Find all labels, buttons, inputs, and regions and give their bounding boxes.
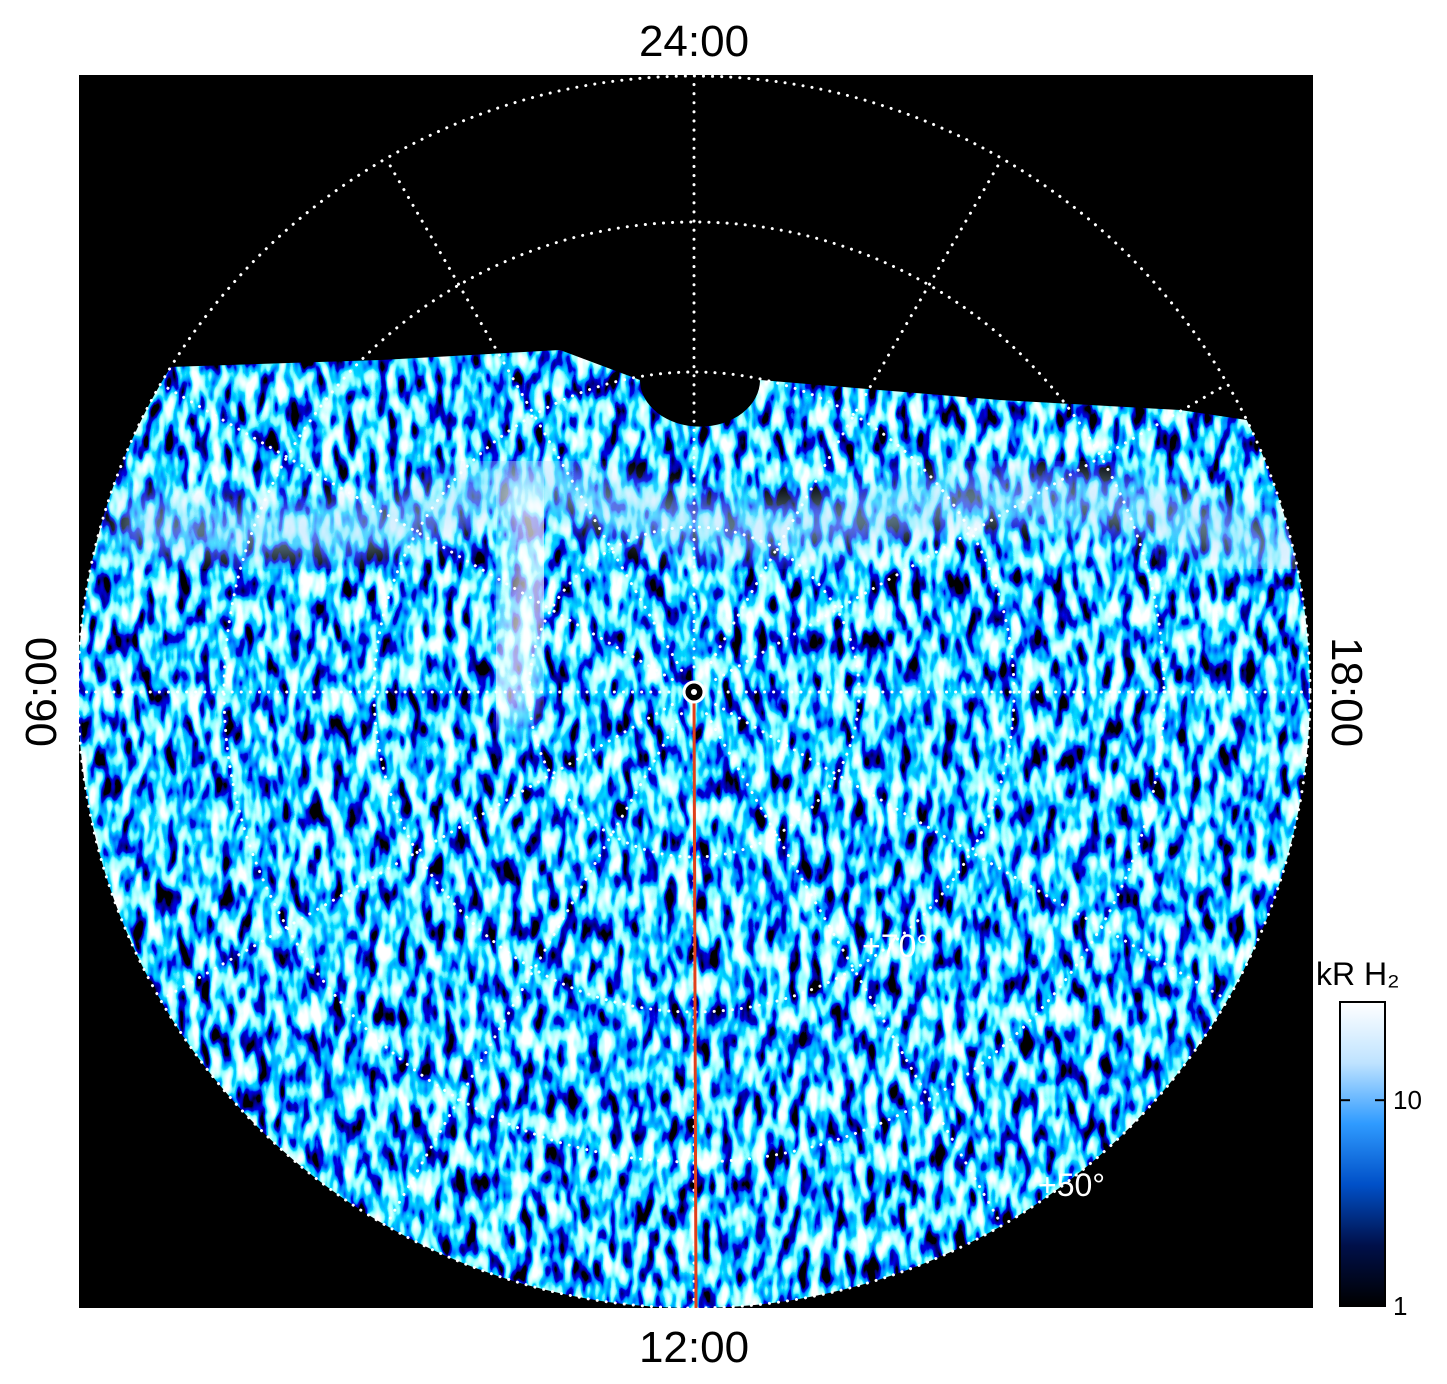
grid: [79, 75, 1312, 1308]
lt-label: 06:00: [17, 637, 66, 747]
latitude-label: +50°: [1038, 1167, 1105, 1203]
latitude-circle: [372, 370, 1016, 1014]
meridian: [714, 382, 1229, 681]
meridian: [705, 157, 1004, 672]
image-area: [79, 75, 1312, 1308]
lt-label: 24:00: [639, 17, 749, 66]
meridian: [384, 157, 683, 672]
pole-dot: [691, 689, 697, 695]
meridian: [705, 712, 1004, 1227]
meridian: [159, 382, 674, 681]
latitude-circle: [79, 75, 1312, 1308]
auroral-spot: [473, 473, 569, 727]
colorbar-tick-label: 1: [1393, 1291, 1407, 1321]
colorbar-fill: [1339, 1001, 1386, 1307]
lt-label: 12:00: [639, 1323, 749, 1372]
colorbar-title: kR H₂: [1316, 956, 1400, 992]
meridian: [384, 712, 683, 1227]
meridian: [714, 703, 1229, 1002]
noon-meridian: [692, 691, 698, 1308]
latitude-circle: [527, 525, 861, 859]
colorbar: 1 10: [1339, 1001, 1422, 1321]
colorbar-tick-label: 10: [1393, 1085, 1422, 1115]
meridian: [159, 703, 674, 1002]
latitude-label: +70°: [862, 928, 929, 964]
auroral-band: [116, 440, 1310, 583]
lt-label: 18:00: [1322, 637, 1371, 747]
